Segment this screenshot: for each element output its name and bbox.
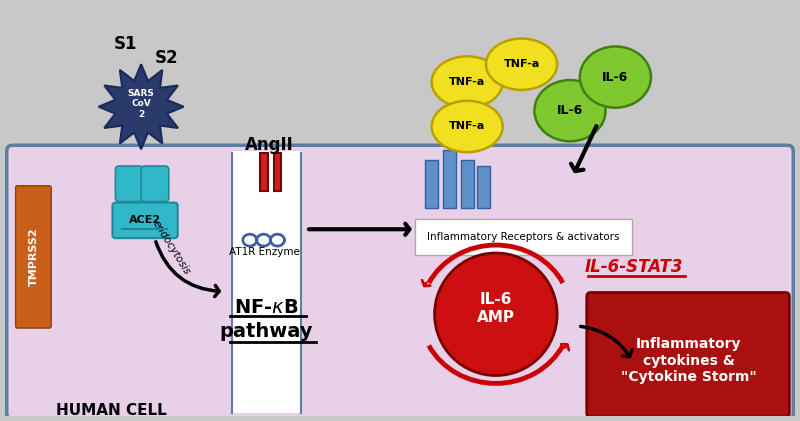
Text: HUMAN CELL: HUMAN CELL <box>56 403 167 418</box>
Text: IL-6: IL-6 <box>557 104 583 117</box>
Bar <box>232 151 301 413</box>
Text: S1: S1 <box>114 35 137 53</box>
Text: SARS
CoV
2: SARS CoV 2 <box>128 89 154 119</box>
Text: endocytosis: endocytosis <box>151 219 192 277</box>
Text: NF-$\kappa$B: NF-$\kappa$B <box>234 298 299 317</box>
Text: AngII: AngII <box>245 136 294 154</box>
Text: Inflammatory Receptors & activators: Inflammatory Receptors & activators <box>427 232 620 242</box>
Polygon shape <box>98 64 183 149</box>
Text: IL-6
AMP: IL-6 AMP <box>477 292 515 325</box>
Bar <box>443 150 456 208</box>
Bar <box>477 166 490 208</box>
Text: AT1R Enzyme: AT1R Enzyme <box>229 247 300 257</box>
Text: IL-6-STAT3: IL-6-STAT3 <box>585 258 683 276</box>
Bar <box>415 219 632 255</box>
Text: TNF-a: TNF-a <box>449 122 486 131</box>
FancyBboxPatch shape <box>115 166 143 202</box>
Ellipse shape <box>432 101 502 152</box>
FancyBboxPatch shape <box>6 145 794 419</box>
Text: pathway: pathway <box>220 322 314 341</box>
Ellipse shape <box>432 56 502 108</box>
Text: TNF-a: TNF-a <box>449 77 486 87</box>
Bar <box>274 153 282 191</box>
Bar <box>425 160 438 208</box>
Text: TMPRSS2: TMPRSS2 <box>28 228 38 286</box>
FancyBboxPatch shape <box>141 166 169 202</box>
Text: Inflammatory
cytokines &
"Cytokine Storm": Inflammatory cytokines & "Cytokine Storm… <box>621 338 757 384</box>
Ellipse shape <box>486 39 557 90</box>
FancyBboxPatch shape <box>586 293 790 417</box>
FancyBboxPatch shape <box>113 203 178 238</box>
Text: IL-6: IL-6 <box>602 71 629 84</box>
Bar <box>462 160 474 208</box>
Ellipse shape <box>580 46 651 108</box>
Circle shape <box>434 253 557 376</box>
FancyBboxPatch shape <box>16 186 51 328</box>
Text: S2: S2 <box>155 49 178 67</box>
Bar <box>260 153 267 191</box>
Text: TNF-a: TNF-a <box>503 59 540 69</box>
Ellipse shape <box>534 80 606 141</box>
Text: ACE2: ACE2 <box>129 216 161 225</box>
